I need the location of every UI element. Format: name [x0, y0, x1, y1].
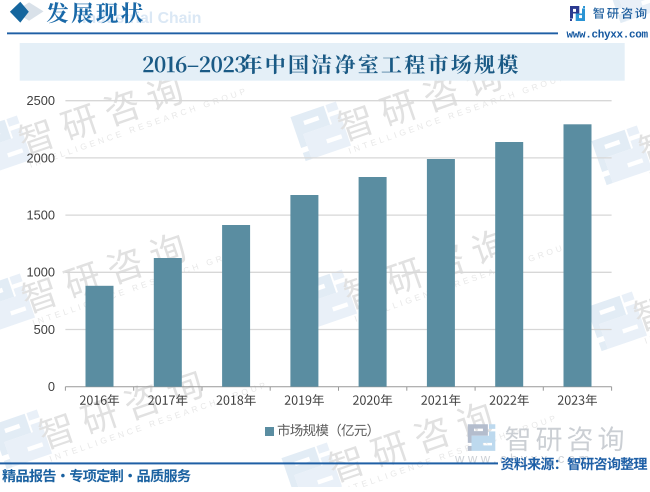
svg-text:www.chyxx.com: www.chyxx.com — [567, 29, 649, 41]
svg-text:1500: 1500 — [27, 208, 55, 223]
svg-text:1000: 1000 — [27, 265, 55, 280]
svg-text:2000: 2000 — [27, 150, 55, 165]
svg-text:500: 500 — [34, 322, 55, 337]
svg-text:0: 0 — [48, 379, 55, 394]
svg-text:2500: 2500 — [27, 93, 55, 108]
